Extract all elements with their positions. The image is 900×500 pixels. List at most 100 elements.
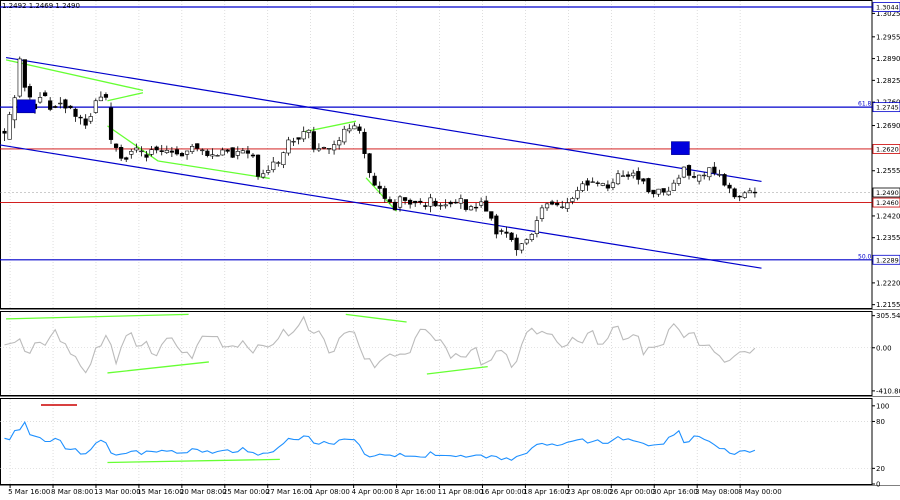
candle[interactable] [458, 198, 463, 204]
candle[interactable] [195, 143, 200, 149]
candle[interactable] [326, 148, 332, 150]
candle[interactable] [641, 178, 646, 182]
candle[interactable] [631, 172, 636, 177]
price-panel[interactable]: 61.850.0 1.30251.29551.28901.28251.27601… [0, 0, 900, 310]
candle[interactable] [291, 140, 296, 143]
candle[interactable] [590, 181, 595, 183]
candle[interactable] [7, 114, 12, 140]
candle[interactable] [215, 155, 220, 157]
candle[interactable] [372, 175, 377, 186]
candle[interactable] [377, 185, 382, 189]
candle[interactable] [580, 183, 585, 191]
candle[interactable] [489, 211, 494, 219]
candle[interactable] [53, 106, 58, 108]
candle[interactable] [337, 140, 342, 146]
candle[interactable] [691, 176, 697, 178]
candle[interactable] [661, 188, 666, 193]
candle[interactable] [575, 190, 580, 199]
candle[interactable] [433, 200, 438, 207]
candle[interactable] [144, 154, 149, 158]
candle[interactable] [261, 173, 266, 178]
candle[interactable] [428, 197, 433, 207]
candle[interactable] [534, 220, 539, 234]
candle[interactable] [2, 130, 7, 134]
candle[interactable] [504, 231, 509, 234]
candle[interactable] [205, 150, 210, 156]
candle[interactable] [174, 149, 180, 155]
candle[interactable] [651, 189, 656, 195]
rsi-panel[interactable]: 100 80 20 0 [0, 398, 900, 489]
candle[interactable] [169, 150, 174, 153]
price-candles[interactable] [2, 56, 758, 256]
candle[interactable] [103, 94, 109, 98]
candle[interactable] [570, 198, 575, 202]
candle[interactable] [134, 147, 139, 151]
candle[interactable] [600, 183, 605, 186]
candle[interactable] [585, 180, 590, 186]
candle[interactable] [747, 190, 752, 194]
candle[interactable] [78, 116, 83, 119]
candle[interactable] [636, 171, 641, 180]
candle[interactable] [271, 161, 276, 171]
candle[interactable] [397, 196, 403, 208]
candle[interactable] [321, 147, 327, 149]
candle[interactable] [752, 191, 758, 194]
candle[interactable] [164, 150, 169, 153]
candle[interactable] [190, 146, 195, 152]
candle[interactable] [671, 182, 676, 191]
candle[interactable] [413, 200, 418, 204]
candle[interactable] [656, 188, 661, 195]
candle[interactable] [712, 166, 717, 174]
candle[interactable] [443, 204, 448, 207]
candle[interactable] [387, 199, 392, 203]
candle[interactable] [124, 157, 129, 160]
candle[interactable] [473, 206, 479, 209]
candle[interactable] [367, 153, 372, 174]
candle[interactable] [676, 177, 681, 184]
candle[interactable] [468, 206, 474, 211]
candle[interactable] [37, 97, 43, 103]
candle[interactable] [286, 139, 291, 154]
candle[interactable] [179, 153, 185, 157]
candle[interactable] [159, 150, 164, 152]
candle[interactable] [408, 199, 413, 205]
candle[interactable] [306, 129, 311, 133]
candle[interactable] [555, 202, 560, 206]
candle[interactable] [626, 174, 631, 177]
candle[interactable] [615, 173, 621, 185]
candle[interactable] [524, 239, 529, 244]
candle[interactable] [529, 234, 534, 241]
candle[interactable] [681, 166, 687, 178]
candle[interactable] [311, 131, 316, 150]
candle[interactable] [499, 230, 504, 232]
candle[interactable] [550, 201, 555, 205]
candle[interactable] [727, 184, 732, 189]
candle[interactable] [646, 178, 651, 193]
candle[interactable] [463, 199, 469, 210]
candle[interactable] [357, 126, 362, 131]
candle[interactable] [276, 162, 281, 164]
candle[interactable] [494, 215, 499, 235]
candle[interactable] [666, 190, 671, 196]
candle[interactable] [200, 149, 205, 152]
candle[interactable] [686, 165, 692, 176]
candle[interactable] [250, 154, 256, 157]
candle[interactable] [108, 107, 114, 140]
candle[interactable] [448, 201, 453, 205]
candle[interactable] [737, 195, 742, 198]
candle[interactable] [382, 188, 387, 199]
candle[interactable] [58, 102, 63, 105]
candle[interactable] [347, 128, 352, 132]
candle[interactable] [697, 174, 702, 182]
candle[interactable] [245, 150, 251, 154]
candle[interactable] [17, 58, 22, 97]
candle[interactable] [484, 200, 489, 212]
candle[interactable] [129, 151, 134, 155]
candle[interactable] [240, 150, 245, 154]
candle[interactable] [418, 200, 423, 203]
candle[interactable] [48, 100, 53, 110]
candle[interactable] [610, 182, 616, 188]
candle[interactable] [296, 137, 301, 140]
candle[interactable] [255, 154, 261, 177]
candle[interactable] [453, 201, 458, 204]
